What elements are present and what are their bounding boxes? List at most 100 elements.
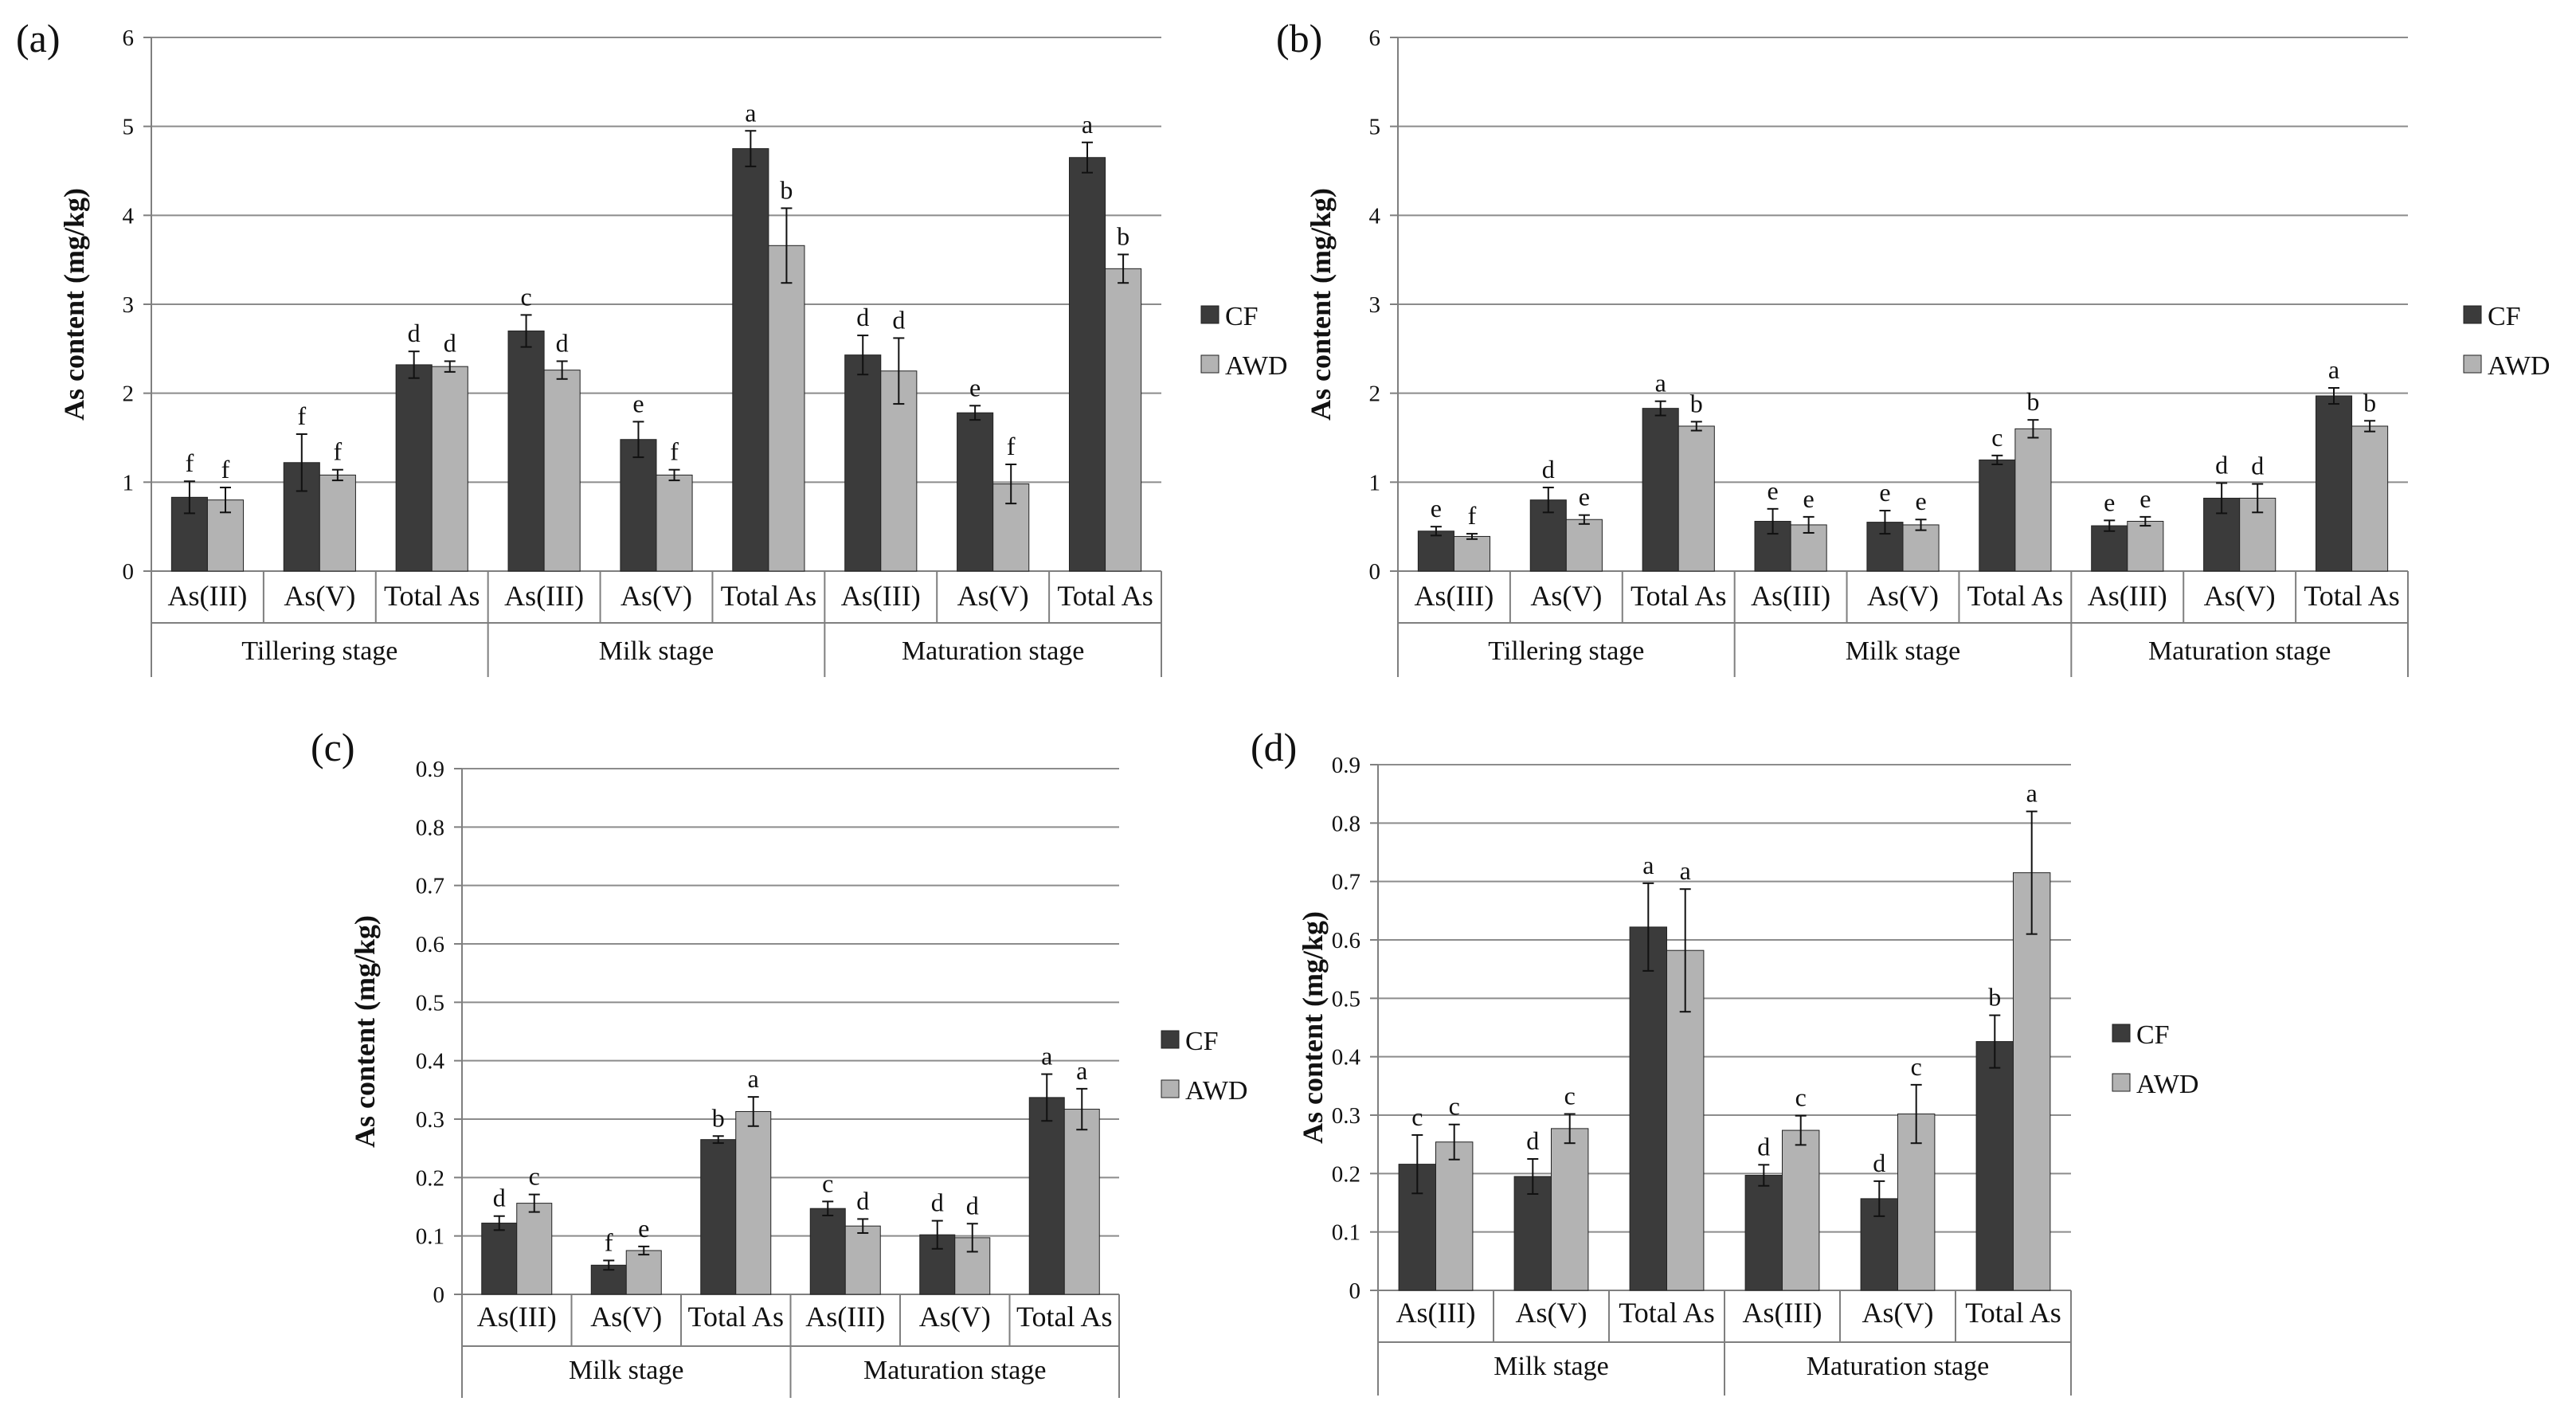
panel-label: (a) xyxy=(16,16,61,61)
x-category-label: Total As xyxy=(1967,580,2063,612)
bar-cf xyxy=(809,1208,846,1295)
legend-swatch-awd xyxy=(2112,1073,2131,1092)
bar-cf xyxy=(1975,1041,2014,1291)
significance-letter: b xyxy=(1988,983,2001,1012)
significance-letter: a xyxy=(1642,851,1654,879)
error-bar-awd xyxy=(219,487,231,514)
significance-letter: c xyxy=(1449,1092,1460,1121)
y-tick-label: 0.6 xyxy=(1332,928,1360,953)
error-bar-awd xyxy=(1795,1114,1807,1146)
significance-letter: e xyxy=(632,389,644,417)
error-bar-awd xyxy=(1690,421,1702,432)
bar-cf xyxy=(1642,408,1679,572)
y-tick-label: 0 xyxy=(1369,559,1381,585)
bar-awd xyxy=(656,474,693,572)
x-category-label: As(III) xyxy=(504,580,584,612)
bar-awd xyxy=(844,1225,881,1295)
error-bar-cf xyxy=(1527,1158,1539,1195)
significance-letter: f xyxy=(1007,432,1016,460)
x-group-label: Maturation stage xyxy=(902,636,1084,666)
error-bar-cf xyxy=(1758,1164,1770,1187)
significance-letter: d xyxy=(1526,1126,1539,1155)
y-tick-label: 0.9 xyxy=(416,757,444,782)
legend-swatch-cf xyxy=(2112,1024,2131,1043)
error-bar-awd xyxy=(1005,464,1017,505)
y-axis-label: As content (mg/kg) xyxy=(1305,188,1337,421)
error-bar-cf xyxy=(1879,510,1891,535)
significance-letter: e xyxy=(2104,487,2115,516)
significance-letter: a xyxy=(1041,1042,1052,1071)
x-category-label: Total As xyxy=(2304,580,2399,612)
error-bar-awd xyxy=(2252,483,2264,514)
bar-cf xyxy=(1068,157,1106,572)
significance-letter: e xyxy=(1767,476,1778,505)
significance-letter: a xyxy=(1082,110,1093,139)
y-tick-label: 6 xyxy=(123,25,135,51)
error-bar-cf xyxy=(745,130,757,167)
legend-label-awd: AWD xyxy=(1225,351,1287,381)
error-bar-awd xyxy=(1448,1123,1460,1161)
significance-letter: a xyxy=(1680,856,1691,885)
legend-swatch-cf xyxy=(1200,305,1219,324)
y-tick-label: 2 xyxy=(123,382,135,407)
significance-letter: d xyxy=(493,1184,506,1212)
error-bar-cf xyxy=(1873,1180,1885,1217)
error-bar-cf xyxy=(1989,1014,2001,1069)
significance-letter: c xyxy=(822,1169,833,1197)
panel-label: (d) xyxy=(1251,725,1297,769)
error-bar-cf xyxy=(822,1200,834,1216)
bar-awd xyxy=(431,366,468,572)
y-tick-label: 1 xyxy=(1369,470,1381,495)
bar-cf xyxy=(844,354,882,572)
error-bar-cf xyxy=(408,350,420,379)
y-tick-label: 0 xyxy=(433,1282,445,1308)
significance-letter: b xyxy=(2026,387,2039,416)
bar-cf xyxy=(620,439,657,572)
chart-panel-c: (c) As content (mg/kg) 0 0.1 0.2 0.3 0.4 0.5 0.6… xyxy=(311,725,1247,1398)
significance-letter: e xyxy=(1879,478,1890,507)
error-bar-cf xyxy=(712,1135,724,1145)
x-group-label: Milk stage xyxy=(599,636,714,666)
y-tick-label: 0.3 xyxy=(416,1107,444,1133)
bar-awd xyxy=(516,1203,553,1295)
x-category-label: As(III) xyxy=(477,1301,557,1333)
significance-letter: b xyxy=(712,1103,725,1132)
error-bar-awd xyxy=(556,360,568,380)
legend-label-cf: CF xyxy=(2488,302,2521,331)
significance-letter: d xyxy=(931,1188,944,1217)
x-category-label: As(V) xyxy=(1516,1297,1587,1329)
panel-label: (b) xyxy=(1276,16,1322,61)
y-tick-label: 2 xyxy=(1369,382,1381,407)
error-bar-awd xyxy=(1679,888,1691,1013)
chart-panel-d: (d) As content (mg/kg) 0 0.1 0.2 0.3 0.4 0.5 0.6… xyxy=(1251,725,2198,1396)
bar-awd xyxy=(625,1250,662,1295)
bar-awd xyxy=(2014,428,2052,572)
error-bar-awd xyxy=(781,207,793,284)
legend-label-cf: CF xyxy=(1185,1027,1219,1056)
y-tick-label: 0.2 xyxy=(416,1165,444,1191)
y-tick-label: 5 xyxy=(1369,115,1381,140)
significance-letter: b xyxy=(780,175,793,204)
bar-awd xyxy=(1105,268,1142,572)
error-bar-cf xyxy=(2328,386,2340,405)
bar-cf xyxy=(481,1223,518,1295)
error-bar-awd xyxy=(1466,533,1478,540)
x-category-label: Total As xyxy=(1619,1297,1714,1329)
x-group-label: Tillering stage xyxy=(241,636,397,666)
bar-cf xyxy=(700,1139,737,1295)
bar-cf xyxy=(395,364,433,572)
significance-letter: f xyxy=(221,455,230,483)
significance-letter: c xyxy=(529,1162,540,1191)
error-bar-cf xyxy=(1654,400,1666,417)
bar-cf xyxy=(957,412,994,572)
x-group-label: Milk stage xyxy=(1494,1352,1608,1381)
y-tick-label: 0.1 xyxy=(416,1224,444,1250)
significance-letter: e xyxy=(1431,494,1442,523)
significance-letter: d xyxy=(2215,450,2228,479)
x-category-label: Total As xyxy=(1057,580,1153,612)
error-bar-cf xyxy=(857,335,869,376)
x-category-label: As(V) xyxy=(590,1301,662,1333)
error-bar-cf xyxy=(2216,482,2228,515)
y-tick-label: 0.2 xyxy=(1332,1161,1360,1187)
significance-letter: b xyxy=(2363,388,2376,417)
